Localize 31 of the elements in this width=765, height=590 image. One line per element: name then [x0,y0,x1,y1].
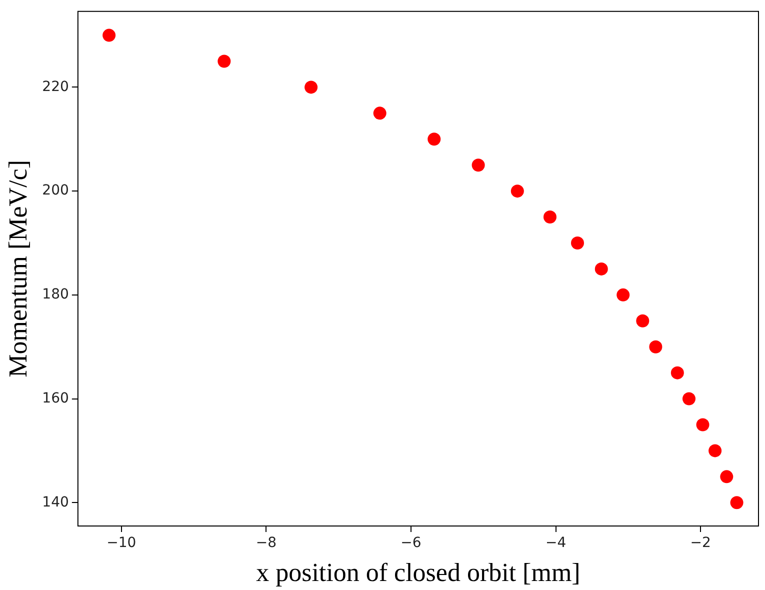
point [682,392,696,406]
point [304,80,318,94]
y-tick-label: 180 [42,286,69,303]
point [708,444,722,458]
x-tick-label: −6 [400,535,422,552]
x-tick-label: −2 [690,535,711,552]
x-tick-label: −10 [106,535,136,552]
point [428,132,441,146]
point [594,262,608,276]
y-tick-label: 140 [42,494,69,510]
point [720,470,734,484]
point [670,366,684,380]
point [730,496,744,510]
point [570,236,584,250]
x-tick-label: −4 [545,535,566,552]
point [616,288,630,302]
y-tick-label: 220 [42,78,69,95]
point [218,54,231,68]
y-tick-label: 160 [42,390,69,406]
point [649,340,662,354]
x-tick-label: −8 [256,535,276,552]
point [510,184,524,198]
point [636,314,650,328]
y-axis-title: Momentum [MeV/c] [3,160,32,378]
point [696,418,710,432]
point [102,28,116,42]
point [543,210,556,224]
point [472,158,485,172]
point [373,106,386,120]
y-tick-label: 200 [42,182,69,199]
x-axis-title: x position of closed orbit [mm] [256,558,580,588]
